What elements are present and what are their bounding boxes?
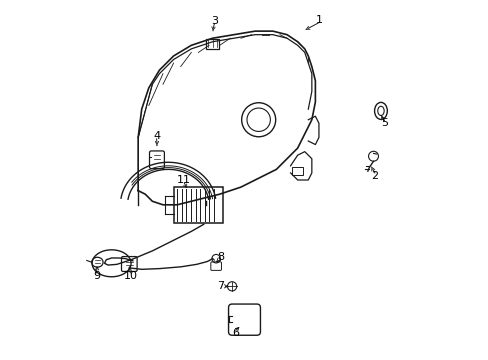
Text: 8: 8 (216, 252, 224, 262)
Text: 7: 7 (216, 281, 224, 291)
Text: 10: 10 (123, 271, 137, 281)
Text: 9: 9 (93, 271, 100, 281)
Bar (206, 39, 219, 49)
Text: 1: 1 (315, 15, 322, 25)
Text: 6: 6 (232, 328, 239, 338)
Text: 3: 3 (210, 15, 218, 26)
Text: 2: 2 (370, 171, 378, 181)
Bar (173, 187, 223, 222)
Text: 11: 11 (177, 175, 191, 185)
Bar (292, 167, 303, 175)
Text: 5: 5 (380, 118, 387, 128)
Text: 4: 4 (153, 131, 160, 141)
